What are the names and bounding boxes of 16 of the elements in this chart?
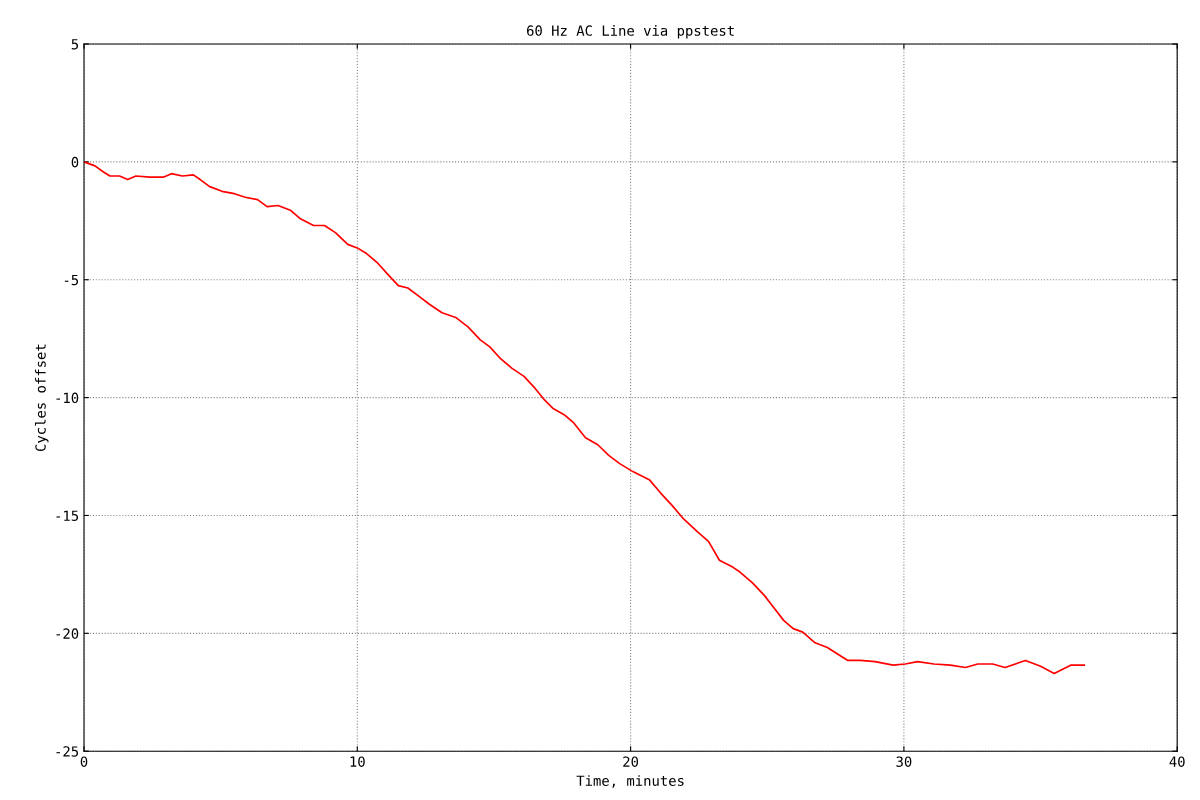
x-tick-label: 0 — [80, 756, 88, 767]
x-tick-label: 10 — [350, 756, 365, 767]
y-tick-label: -15 — [56, 510, 79, 521]
line-series — [84, 161, 1086, 675]
x-axis-title: Time, minutes — [576, 775, 684, 788]
chart-title: 60 Hz AC Line via ppstest — [526, 25, 734, 39]
x-tick-label: 20 — [623, 756, 639, 767]
y-tick-label: -25 — [56, 746, 79, 757]
y-tick-label: 0 — [71, 156, 79, 168]
y-axis-title: Cycles offset — [34, 344, 49, 452]
y-tick-label: 5 — [71, 39, 79, 50]
x-tick-label: 40 — [1169, 756, 1185, 767]
y-tick-label: -10 — [56, 392, 79, 404]
y-tick-label: -5 — [64, 274, 79, 286]
x-tick-label: 30 — [896, 756, 912, 767]
y-tick-label: -20 — [56, 628, 79, 639]
